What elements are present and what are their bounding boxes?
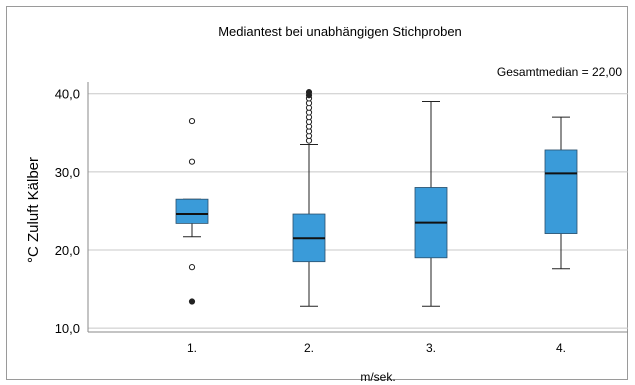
x-tick-label: 2. bbox=[304, 341, 314, 355]
chart-frame bbox=[6, 6, 628, 380]
extreme-point bbox=[188, 298, 196, 305]
y-axis-label: °C Zuluft Kälber bbox=[25, 157, 42, 263]
x-tick-label: 3. bbox=[426, 341, 436, 355]
x-tick-label: 1. bbox=[187, 341, 197, 355]
outlier-point bbox=[188, 158, 196, 165]
extreme-point bbox=[305, 89, 313, 96]
box bbox=[544, 149, 578, 234]
y-tick-label: 10,0 bbox=[55, 321, 80, 336]
median-annotation: Gesamtmedian = 22,00 bbox=[497, 65, 622, 79]
outlier-point bbox=[188, 264, 196, 271]
y-tick-label: 20,0 bbox=[55, 243, 80, 258]
x-axis-label: m/sek. bbox=[360, 370, 395, 384]
y-tick-label: 40,0 bbox=[55, 87, 80, 102]
box bbox=[175, 198, 209, 224]
y-tick-label: 30,0 bbox=[55, 165, 80, 180]
outlier-point bbox=[188, 117, 196, 125]
chart-title: Mediantest bei unabhängigen Stichproben bbox=[218, 24, 462, 39]
x-tick-label: 4. bbox=[556, 341, 566, 355]
plot-area: 10,0 20,0 30,0 40,0 1. 2. 3. 4. bbox=[55, 82, 628, 355]
